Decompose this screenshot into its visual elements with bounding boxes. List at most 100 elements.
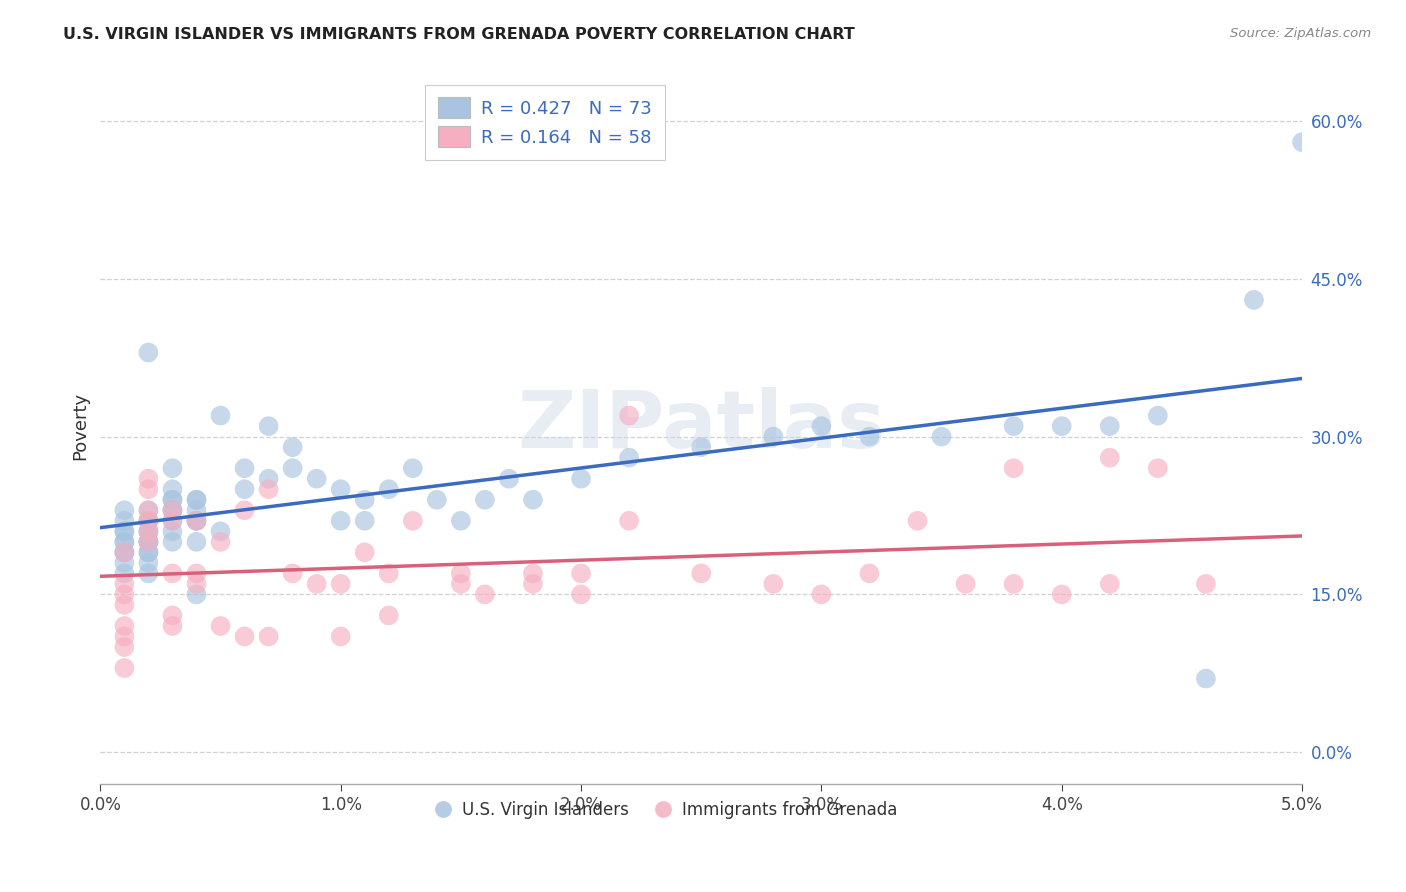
Point (162, 534, 184, 549)
Point (281, 440, 304, 454)
Point (329, 514, 352, 528)
Point (617, 514, 640, 528)
Point (138, 503, 160, 517)
Point (377, 608, 399, 623)
Point (112, 577, 135, 591)
Point (1098, 419, 1121, 434)
Point (138, 524, 160, 539)
Point (112, 524, 135, 539)
Point (138, 524, 160, 539)
Point (186, 514, 208, 528)
Point (257, 482, 280, 496)
Point (138, 545, 160, 559)
Point (162, 461, 184, 475)
Point (162, 503, 184, 517)
Point (762, 430, 785, 444)
Point (1050, 587, 1073, 601)
Point (138, 566, 160, 581)
Point (690, 440, 713, 454)
Point (329, 482, 352, 496)
Point (162, 619, 184, 633)
Point (138, 514, 160, 528)
Point (138, 534, 160, 549)
Point (1195, 672, 1218, 686)
Text: U.S. VIRGIN ISLANDER VS IMMIGRANTS FROM GRENADA POVERTY CORRELATION CHART: U.S. VIRGIN ISLANDER VS IMMIGRANTS FROM … (63, 27, 855, 42)
Point (569, 587, 592, 601)
Point (162, 524, 184, 539)
Point (112, 566, 135, 581)
Point (474, 492, 496, 507)
Point (522, 492, 544, 507)
Point (138, 534, 160, 549)
Point (522, 577, 544, 591)
Point (1291, 135, 1313, 149)
Point (1098, 577, 1121, 591)
Point (233, 503, 256, 517)
Point (186, 534, 208, 549)
Point (233, 630, 256, 644)
Text: ZIPatlas: ZIPatlas (517, 387, 886, 465)
Point (474, 587, 496, 601)
Point (112, 545, 135, 559)
Point (162, 514, 184, 528)
Point (162, 492, 184, 507)
Point (402, 514, 425, 528)
Point (162, 492, 184, 507)
Point (138, 472, 160, 486)
Point (112, 534, 135, 549)
Point (402, 461, 425, 475)
Point (281, 566, 304, 581)
Point (112, 524, 135, 539)
Point (233, 482, 256, 496)
Point (112, 587, 135, 601)
Point (858, 430, 880, 444)
Point (522, 566, 544, 581)
Point (257, 630, 280, 644)
Point (162, 566, 184, 581)
Point (955, 577, 977, 591)
Point (1002, 419, 1025, 434)
Point (257, 472, 280, 486)
Point (138, 534, 160, 549)
Point (112, 619, 135, 633)
Y-axis label: Poverty: Poverty (72, 392, 89, 460)
Point (138, 345, 160, 359)
Point (112, 630, 135, 644)
Point (450, 514, 472, 528)
Point (498, 472, 520, 486)
Point (138, 524, 160, 539)
Point (162, 503, 184, 517)
Point (138, 534, 160, 549)
Point (138, 503, 160, 517)
Point (209, 619, 232, 633)
Point (281, 461, 304, 475)
Point (112, 545, 135, 559)
Point (1098, 450, 1121, 465)
Point (138, 514, 160, 528)
Point (162, 608, 184, 623)
Point (353, 545, 375, 559)
Point (112, 661, 135, 675)
Point (162, 503, 184, 517)
Point (569, 566, 592, 581)
Point (690, 566, 713, 581)
Point (1147, 409, 1170, 423)
Point (426, 492, 449, 507)
Point (1195, 577, 1218, 591)
Point (931, 430, 953, 444)
Point (112, 503, 135, 517)
Point (138, 556, 160, 570)
Point (112, 545, 135, 559)
Point (112, 598, 135, 612)
Point (138, 514, 160, 528)
Point (450, 566, 472, 581)
Point (353, 514, 375, 528)
Point (257, 419, 280, 434)
Point (186, 587, 208, 601)
Point (617, 450, 640, 465)
Point (112, 534, 135, 549)
Point (186, 492, 208, 507)
Point (186, 492, 208, 507)
Point (186, 514, 208, 528)
Point (186, 503, 208, 517)
